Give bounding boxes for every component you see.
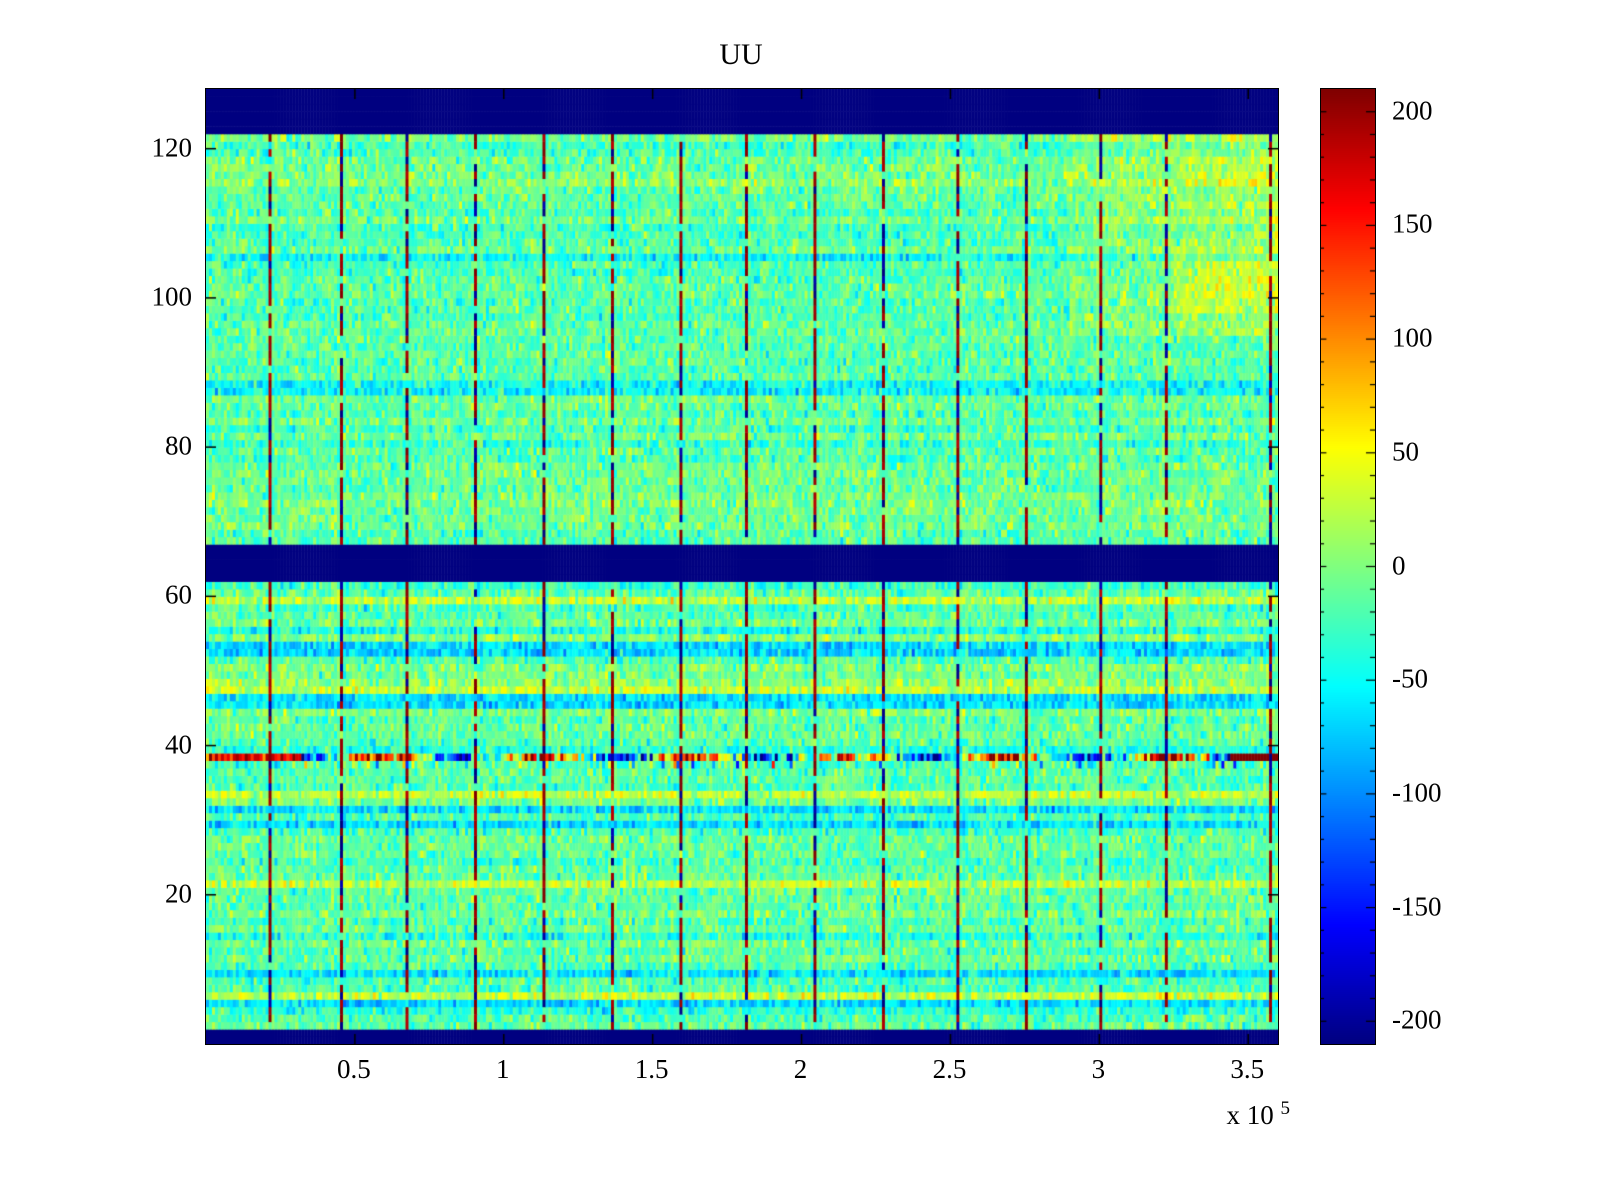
colorbar-tick-label: -200 xyxy=(1392,1004,1442,1035)
x-axis-exponent: x 10 5 xyxy=(1180,1098,1291,1131)
chart-title: UU xyxy=(719,38,763,71)
colorbar-tick-label: -50 xyxy=(1392,663,1428,694)
x-tick-label: 2.5 xyxy=(932,1054,967,1084)
colorbar-tick-label: 0 xyxy=(1392,550,1406,580)
x-tick-label: 3.5 xyxy=(1230,1054,1265,1084)
y-tick-label: 80 xyxy=(165,430,192,461)
colorbar-tick-label: -150 xyxy=(1392,891,1442,922)
y-tick-label: 40 xyxy=(165,729,192,760)
x-tick-label: 0.5 xyxy=(337,1054,371,1084)
colorbar xyxy=(1320,88,1376,1045)
y-tick-label: 20 xyxy=(165,878,192,909)
colorbar-canvas xyxy=(1321,89,1375,1044)
colorbar-tick-label: 150 xyxy=(1392,208,1433,239)
x-axis-exponent-power: 5 xyxy=(1280,1098,1291,1119)
heatmap-canvas xyxy=(206,89,1278,1044)
y-tick-label: 100 xyxy=(151,281,193,312)
x-tick-label: 1 xyxy=(496,1054,510,1084)
x-tick-label: 2 xyxy=(793,1054,808,1084)
plot-area xyxy=(205,88,1279,1045)
x-tick-label: 3 xyxy=(1091,1054,1106,1084)
y-tick-label: 60 xyxy=(165,579,192,610)
x-axis-exponent-prefix: x 10 xyxy=(1226,1100,1274,1130)
colorbar-tick-label: 200 xyxy=(1392,95,1433,126)
y-tick-label: 120 xyxy=(151,132,193,163)
x-tick-label: 1.5 xyxy=(634,1054,669,1084)
colorbar-tick-label: 100 xyxy=(1392,322,1433,353)
colorbar-tick-label: 50 xyxy=(1392,436,1419,467)
colorbar-tick-label: -100 xyxy=(1392,777,1442,808)
